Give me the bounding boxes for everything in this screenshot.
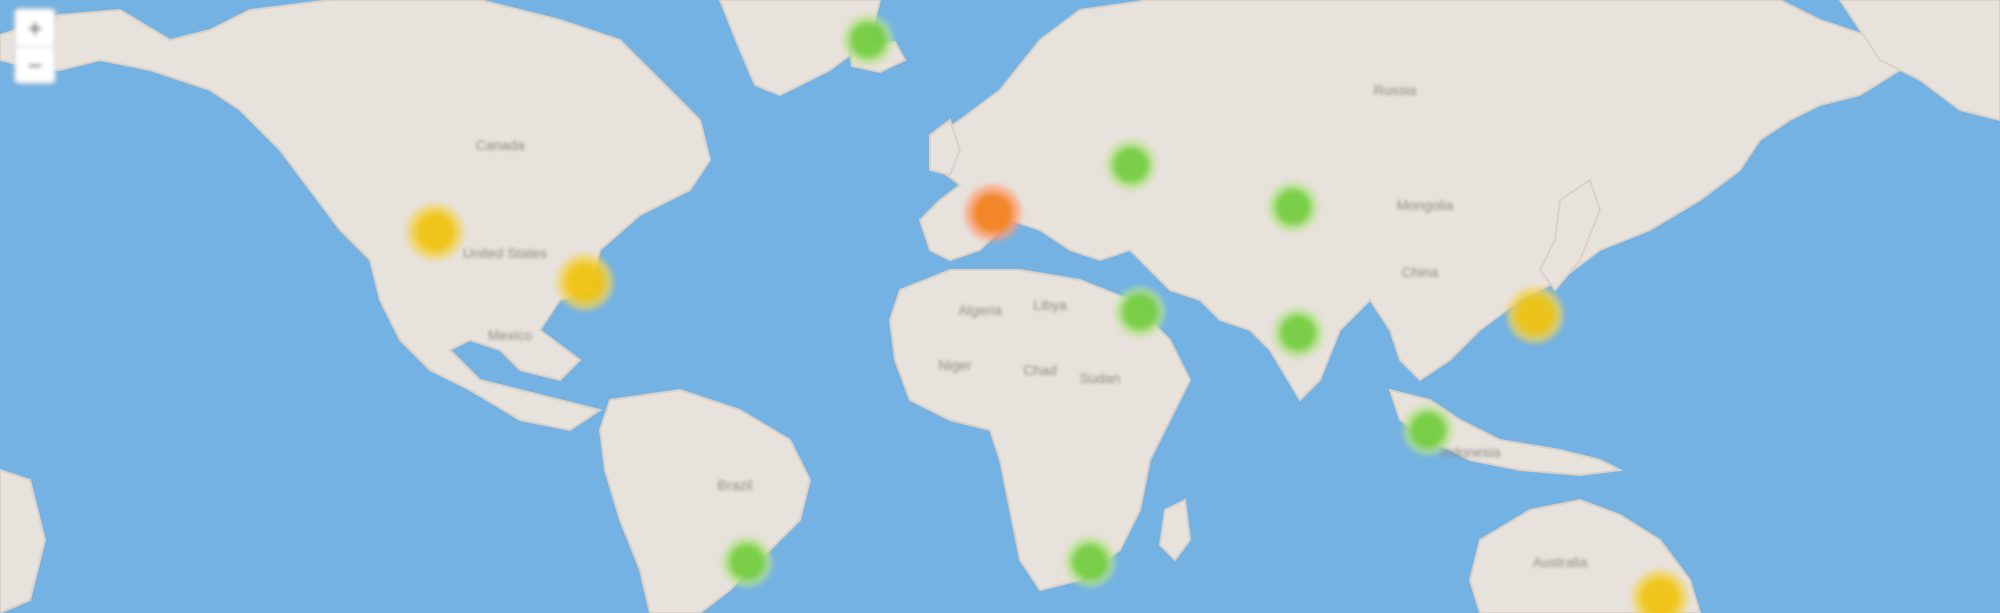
cluster-marker-iceland[interactable] bbox=[843, 15, 893, 65]
place-label: China bbox=[1401, 264, 1439, 280]
land-left-edge bbox=[0, 468, 47, 613]
zoom-out-button[interactable]: − bbox=[16, 46, 54, 82]
cluster-marker-southern-africa[interactable] bbox=[1065, 537, 1115, 587]
cluster-count bbox=[1410, 412, 1446, 448]
place-label: Brazil bbox=[717, 477, 753, 493]
place-label: Niger bbox=[938, 357, 972, 373]
place-label: United States bbox=[462, 245, 548, 261]
zoom-in-button[interactable]: + bbox=[16, 10, 54, 46]
place-label: Sudan bbox=[1079, 370, 1121, 386]
cluster-marker-central-asia[interactable] bbox=[1268, 182, 1318, 232]
land-greenland bbox=[718, 0, 882, 97]
cluster-count bbox=[1280, 315, 1316, 351]
land-north-america bbox=[0, 0, 712, 432]
place-label: Indonesia bbox=[1439, 444, 1501, 460]
place-label: Libya bbox=[1033, 297, 1067, 313]
cluster-marker-india[interactable] bbox=[1273, 308, 1323, 358]
cluster-count bbox=[1640, 578, 1680, 613]
cluster-marker-eastern-europe[interactable] bbox=[1106, 140, 1156, 190]
cluster-count bbox=[565, 262, 605, 302]
cluster-count bbox=[1122, 294, 1158, 330]
place-label: Russia bbox=[1373, 82, 1417, 98]
place-label: Algeria bbox=[958, 302, 1002, 318]
cluster-count bbox=[1113, 147, 1149, 183]
place-label: Australia bbox=[1532, 554, 1588, 570]
land-uk bbox=[929, 118, 962, 177]
cluster-marker-japan[interactable] bbox=[1507, 287, 1563, 343]
cluster-count bbox=[729, 544, 765, 580]
land-right-edge bbox=[1838, 0, 2000, 122]
cluster-count bbox=[973, 193, 1013, 233]
cluster-marker-western-europe[interactable] bbox=[965, 185, 1021, 241]
land-south-america bbox=[598, 388, 812, 613]
land-madagascar bbox=[1158, 498, 1192, 562]
place-label: Mongolia bbox=[1396, 197, 1454, 213]
zoom-control: + − bbox=[14, 8, 56, 84]
cluster-count bbox=[1275, 189, 1311, 225]
cluster-marker-southeast-asia[interactable] bbox=[1403, 405, 1453, 455]
land-japan bbox=[1538, 178, 1602, 292]
cluster-marker-us-west[interactable] bbox=[407, 204, 463, 260]
cluster-marker-middle-east[interactable] bbox=[1115, 287, 1165, 337]
place-label: Chad bbox=[1023, 362, 1057, 378]
cluster-count bbox=[1072, 544, 1108, 580]
cluster-count bbox=[415, 212, 455, 252]
cluster-marker-south-america[interactable] bbox=[722, 537, 772, 587]
cluster-count bbox=[850, 22, 886, 58]
place-label: Mexico bbox=[487, 327, 533, 343]
place-label: Canada bbox=[475, 137, 525, 153]
cluster-marker-australia[interactable] bbox=[1632, 570, 1688, 613]
cluster-marker-us-east[interactable] bbox=[557, 254, 613, 310]
cluster-count bbox=[1515, 295, 1555, 335]
